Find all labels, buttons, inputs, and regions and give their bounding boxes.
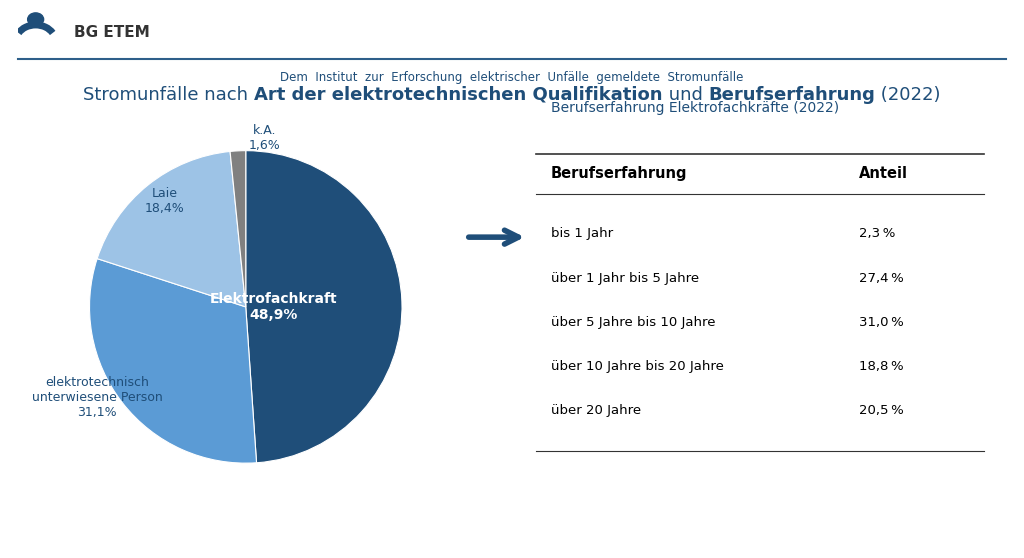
Text: 18,8 %: 18,8 % [858,360,903,373]
Text: Berufserfahrung Elektrofachkräfte (2022): Berufserfahrung Elektrofachkräfte (2022) [551,102,839,116]
Text: Berufserfahrung: Berufserfahrung [551,166,687,181]
Text: Elektrofachkraft
48,9%: Elektrofachkraft 48,9% [210,292,338,322]
Text: über 1 Jahr bis 5 Jahre: über 1 Jahr bis 5 Jahre [551,272,698,285]
Text: BG ETEM: BG ETEM [74,25,150,40]
Text: Anteil: Anteil [858,166,907,181]
Wedge shape [89,258,257,463]
Text: über 20 Jahre: über 20 Jahre [551,404,641,417]
Wedge shape [97,151,246,307]
Wedge shape [246,151,402,463]
Text: Berufserfahrung: Berufserfahrung [709,86,876,104]
Text: Stromunfälle nach: Stromunfälle nach [83,86,254,104]
Text: k.A.
1,6%: k.A. 1,6% [249,124,281,152]
Text: bis 1 Jahr: bis 1 Jahr [551,228,612,240]
Text: 31,0 %: 31,0 % [858,316,903,329]
Text: Laie
18,4%: Laie 18,4% [144,187,184,215]
Circle shape [28,13,44,26]
Text: elektrotechnisch
unterwiesene Person
31,1%: elektrotechnisch unterwiesene Person 31,… [32,376,163,419]
Text: 2,3 %: 2,3 % [858,228,895,240]
Text: und: und [663,86,709,104]
Text: (2022): (2022) [876,86,941,104]
Text: 20,5 %: 20,5 % [858,404,903,417]
Wedge shape [230,151,246,307]
Text: Institut  zur  Erforschung  elektrischer  Unfälle: Institut zur Erforschung elektrischer Un… [39,528,312,541]
Text: 27,4 %: 27,4 % [858,272,903,285]
Text: Dem  Institut  zur  Erforschung  elektrischer  Unfälle  gemeldete  Stromunfälle: Dem Institut zur Erforschung elektrische… [281,70,743,84]
Text: über 5 Jahre bis 10 Jahre: über 5 Jahre bis 10 Jahre [551,316,715,329]
Text: über 10 Jahre bis 20 Jahre: über 10 Jahre bis 20 Jahre [551,360,723,373]
Text: Art der elektrotechnischen Qualifikation: Art der elektrotechnischen Qualifikation [254,86,663,104]
